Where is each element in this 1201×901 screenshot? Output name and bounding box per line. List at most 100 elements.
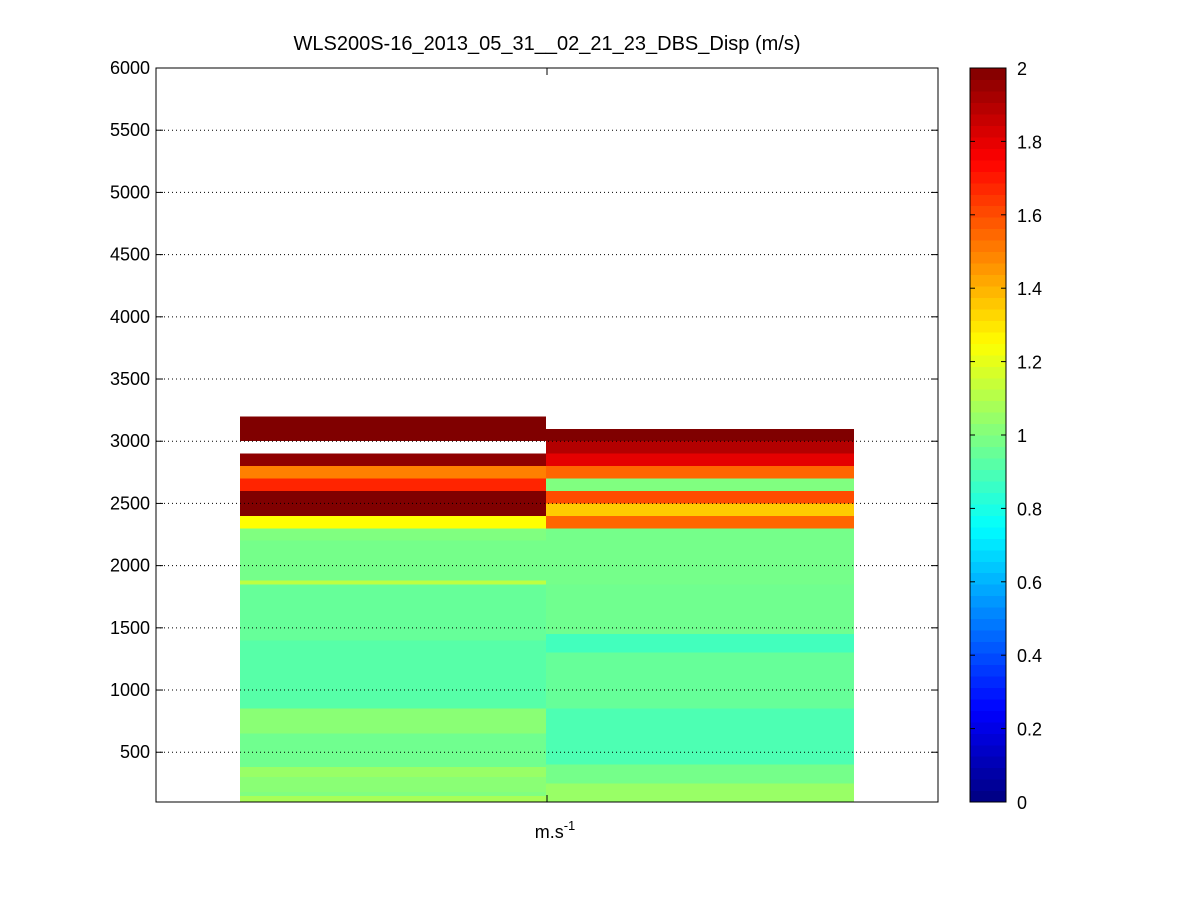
colorbar-band (970, 331, 1006, 344)
heatmap-cell (546, 764, 854, 784)
colorbar-band (970, 675, 1006, 688)
colorbar-band (970, 68, 1006, 81)
colorbar-band (970, 698, 1006, 711)
heatmap-cell (546, 441, 854, 454)
colorbar-band (970, 710, 1006, 723)
colorbar-band (970, 423, 1006, 436)
colorbar-tick-label: 1.8 (1017, 132, 1042, 152)
colorbar-tick-label: 0.2 (1017, 720, 1042, 740)
plot-area (155, 67, 939, 803)
colorbar-band (970, 400, 1006, 413)
colorbar-band (970, 366, 1006, 379)
heatmap-cell (240, 792, 546, 796)
colorbar-band (970, 262, 1006, 276)
colorbar-band (970, 285, 1006, 298)
heatmap-cell (546, 453, 854, 467)
colorbar-band (970, 343, 1006, 356)
colorbar-band (970, 217, 1006, 230)
colorbar-band (970, 790, 1006, 803)
y-tick-label: 1000 (110, 680, 150, 700)
heatmap-cell (546, 634, 854, 653)
colorbar-band (970, 480, 1006, 493)
x-axis-label-base: m.s (535, 822, 564, 842)
colorbar-band (970, 148, 1006, 161)
colorbar-band (970, 744, 1006, 757)
colorbar-band (970, 641, 1006, 654)
y-tick-label: 2500 (110, 493, 150, 513)
heatmap-cell (546, 528, 854, 585)
heatmap-cell (546, 652, 854, 709)
x-axis-label: m.s-1 (535, 818, 576, 842)
colorbar-band (970, 136, 1006, 149)
colorbar-band (970, 435, 1006, 448)
colorbar-tick-label: 0.4 (1017, 646, 1042, 666)
y-tick-label: 4000 (110, 307, 150, 327)
colorbar-band (970, 308, 1006, 321)
colorbar-band (970, 389, 1006, 402)
colorbar-band (970, 629, 1006, 643)
colorbar-tick-label: 1 (1017, 426, 1027, 446)
y-tick-label: 4500 (110, 245, 150, 265)
heatmap-cell (546, 478, 854, 491)
colorbar-band (970, 515, 1006, 528)
colorbar-band (970, 79, 1006, 92)
colorbar-band (970, 274, 1006, 287)
colorbar-band (970, 182, 1006, 195)
heatmap-cell (240, 708, 546, 734)
colorbar-band (970, 687, 1006, 700)
heatmap-cell (240, 580, 546, 585)
heatmap-cell (240, 733, 546, 768)
colorbar-tick-label: 1.2 (1017, 353, 1042, 373)
colorbar-band (970, 354, 1006, 367)
colorbar-band (970, 102, 1006, 115)
colorbar-band (970, 767, 1006, 780)
heatmap-cell (240, 795, 546, 802)
colorbar-band (970, 779, 1006, 792)
colorbar-band (970, 664, 1006, 677)
colorbar-band (970, 159, 1006, 172)
colorbar-band (970, 320, 1006, 333)
colorbar-band (970, 377, 1006, 390)
colorbar-band (970, 756, 1006, 769)
colorbar-band (970, 469, 1006, 482)
colorbar-border (969, 67, 1007, 803)
colorbar-band (970, 733, 1006, 746)
colorbar-band (970, 607, 1006, 620)
colorbar-band (970, 90, 1006, 104)
colorbar-band (970, 240, 1006, 253)
colorbar-tick-label: 2 (1017, 59, 1027, 79)
heatmap-cell (240, 767, 546, 778)
colorbar-band (970, 125, 1006, 138)
heatmap-column (240, 416, 546, 802)
colorbar-band (970, 113, 1006, 126)
y-tick-label: 3000 (110, 431, 150, 451)
heatmap-cell (240, 584, 546, 641)
heatmap-cell (240, 777, 546, 793)
y-tick-label: 5500 (110, 120, 150, 140)
colorbar-band (970, 595, 1006, 608)
colorbar-tick-label: 0.6 (1017, 573, 1042, 593)
heatmap-cell (546, 515, 854, 529)
heatmap-cell (240, 416, 546, 442)
colorbar-tick-label: 0.8 (1017, 499, 1042, 519)
colorbar-band (970, 297, 1006, 310)
colorbar-band (970, 457, 1006, 471)
heatmap-cell (240, 640, 546, 709)
colorbar-band (970, 549, 1006, 562)
colorbar-band (970, 492, 1006, 505)
heatmap-column (546, 428, 854, 802)
y-tick-label: 3500 (110, 369, 150, 389)
heatmap-cell (240, 540, 546, 581)
chart-title: WLS200S-16_2013_05_31__02_21_23_DBS_Disp… (293, 33, 800, 55)
plot-border (155, 67, 939, 803)
heatmap-cell (546, 490, 854, 504)
colorbar-band (970, 171, 1006, 184)
y-tick-label: 5000 (110, 182, 150, 202)
colorbar-band (970, 561, 1006, 574)
heatmap-cell (546, 708, 854, 765)
colorbar-band (970, 251, 1006, 264)
y-tick-label: 2000 (110, 556, 150, 576)
x-axis-label-exponent: -1 (564, 818, 576, 833)
heatmap-cell (546, 584, 854, 635)
heatmap-cell (240, 478, 546, 491)
